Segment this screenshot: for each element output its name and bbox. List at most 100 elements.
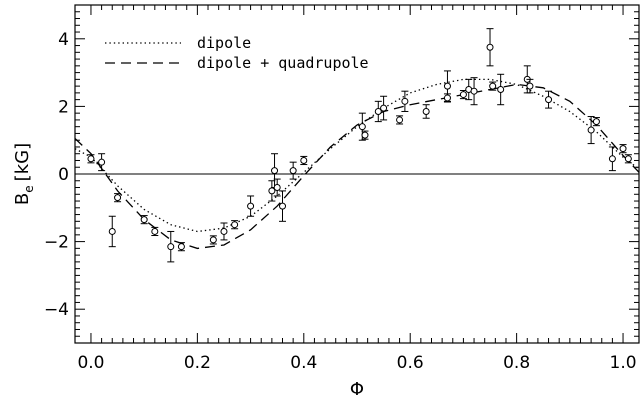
data-marker: [220, 227, 228, 235]
data-point: [231, 220, 239, 230]
data-marker: [619, 145, 627, 153]
data-point: [592, 117, 600, 127]
y-tick-label: −2: [44, 233, 69, 253]
data-point: [279, 190, 287, 222]
x-tick-label: 0.2: [184, 353, 211, 373]
data-marker: [486, 43, 494, 51]
data-marker: [151, 227, 159, 235]
data-marker: [279, 202, 287, 210]
data-point: [587, 116, 595, 145]
data-point: [624, 154, 632, 164]
y-tick-label: −4: [44, 300, 69, 320]
data-marker: [289, 167, 297, 175]
data-point: [486, 28, 494, 67]
data-point: [443, 70, 451, 102]
x-tick-label: 0.8: [503, 353, 530, 373]
data-point: [443, 93, 451, 103]
data-marker: [443, 82, 451, 90]
data-point: [271, 153, 279, 189]
data-point: [151, 226, 159, 237]
y-tick-label: 0: [58, 165, 69, 185]
x-tick-label: 0.4: [290, 353, 317, 373]
data-marker: [592, 118, 600, 126]
data-point: [289, 161, 297, 180]
data-marker: [396, 116, 404, 124]
data-marker: [273, 184, 281, 192]
dipole-quadrupole-curve: [75, 83, 639, 250]
data-point: [87, 154, 95, 164]
data-point: [489, 81, 497, 91]
x-tick-label: 1.0: [610, 353, 637, 373]
data-point: [497, 73, 505, 106]
data-marker: [361, 131, 369, 139]
data-marker: [380, 104, 388, 112]
data-point: [380, 95, 388, 121]
data-marker: [374, 107, 382, 115]
data-marker: [608, 155, 616, 163]
data-marker: [624, 155, 632, 163]
data-marker: [209, 236, 217, 244]
data-marker: [247, 202, 255, 210]
legend-label: dipole + quadrupole: [197, 54, 369, 72]
data-point: [526, 78, 534, 94]
legend: dipole dipole + quadrupole: [105, 34, 369, 72]
data-point: [358, 112, 366, 141]
data-marker: [98, 158, 106, 166]
data-marker: [140, 216, 148, 224]
legend-entry: dipole: [105, 34, 251, 52]
data-marker: [358, 123, 366, 131]
data-marker: [459, 91, 467, 99]
y-axis-title: Be [kG]: [12, 143, 36, 205]
data-point: [140, 215, 148, 225]
data-point: [177, 242, 185, 252]
data-point: [247, 195, 255, 217]
y-tick-label: 2: [58, 97, 69, 117]
data-point: [459, 90, 467, 100]
data-point: [114, 193, 122, 203]
x-tick-label: 0.0: [77, 353, 104, 373]
data-marker: [108, 227, 116, 235]
dipole-curve: [75, 78, 639, 233]
y-axis-title-symbol: B: [12, 193, 33, 205]
y-tick-label: 4: [58, 30, 69, 50]
model-curves: [75, 78, 639, 250]
data-point: [470, 77, 478, 106]
data-marker: [114, 194, 122, 202]
data-marker: [271, 167, 279, 175]
data-marker: [300, 156, 308, 164]
data-point: [608, 146, 616, 172]
data-point: [273, 178, 281, 197]
data-point: [374, 100, 382, 123]
data-point: [220, 222, 228, 241]
data-marker: [470, 87, 478, 95]
data-point: [98, 153, 106, 172]
data-point: [209, 235, 217, 245]
data-point: [300, 155, 308, 166]
data-marker: [489, 82, 497, 90]
observations: [87, 28, 632, 263]
data-marker: [87, 155, 95, 163]
legend-label: dipole: [197, 34, 251, 52]
data-marker: [177, 243, 185, 251]
axes: 0.0 0.2 0.4 0.6 0.8 1.0 −4 −2 0 2 4: [44, 4, 640, 373]
data-point: [361, 130, 369, 140]
data-marker: [401, 97, 409, 105]
data-point: [619, 144, 627, 154]
data-point: [108, 215, 116, 248]
data-point: [545, 90, 553, 109]
data-marker: [443, 94, 451, 102]
x-tick-label: 0.6: [397, 353, 424, 373]
x-axis-title: Φ: [350, 379, 364, 400]
data-marker: [167, 243, 175, 251]
data-point: [396, 115, 404, 125]
y-axis-title-unit: [kG]: [12, 143, 33, 181]
data-point: [401, 90, 409, 112]
data-point: [422, 104, 430, 119]
data-marker: [497, 86, 505, 93]
legend-entry: dipole + quadrupole: [105, 54, 369, 72]
data-marker: [545, 96, 553, 104]
data-marker: [231, 221, 239, 229]
data-marker: [422, 107, 430, 115]
data-point: [167, 230, 175, 263]
